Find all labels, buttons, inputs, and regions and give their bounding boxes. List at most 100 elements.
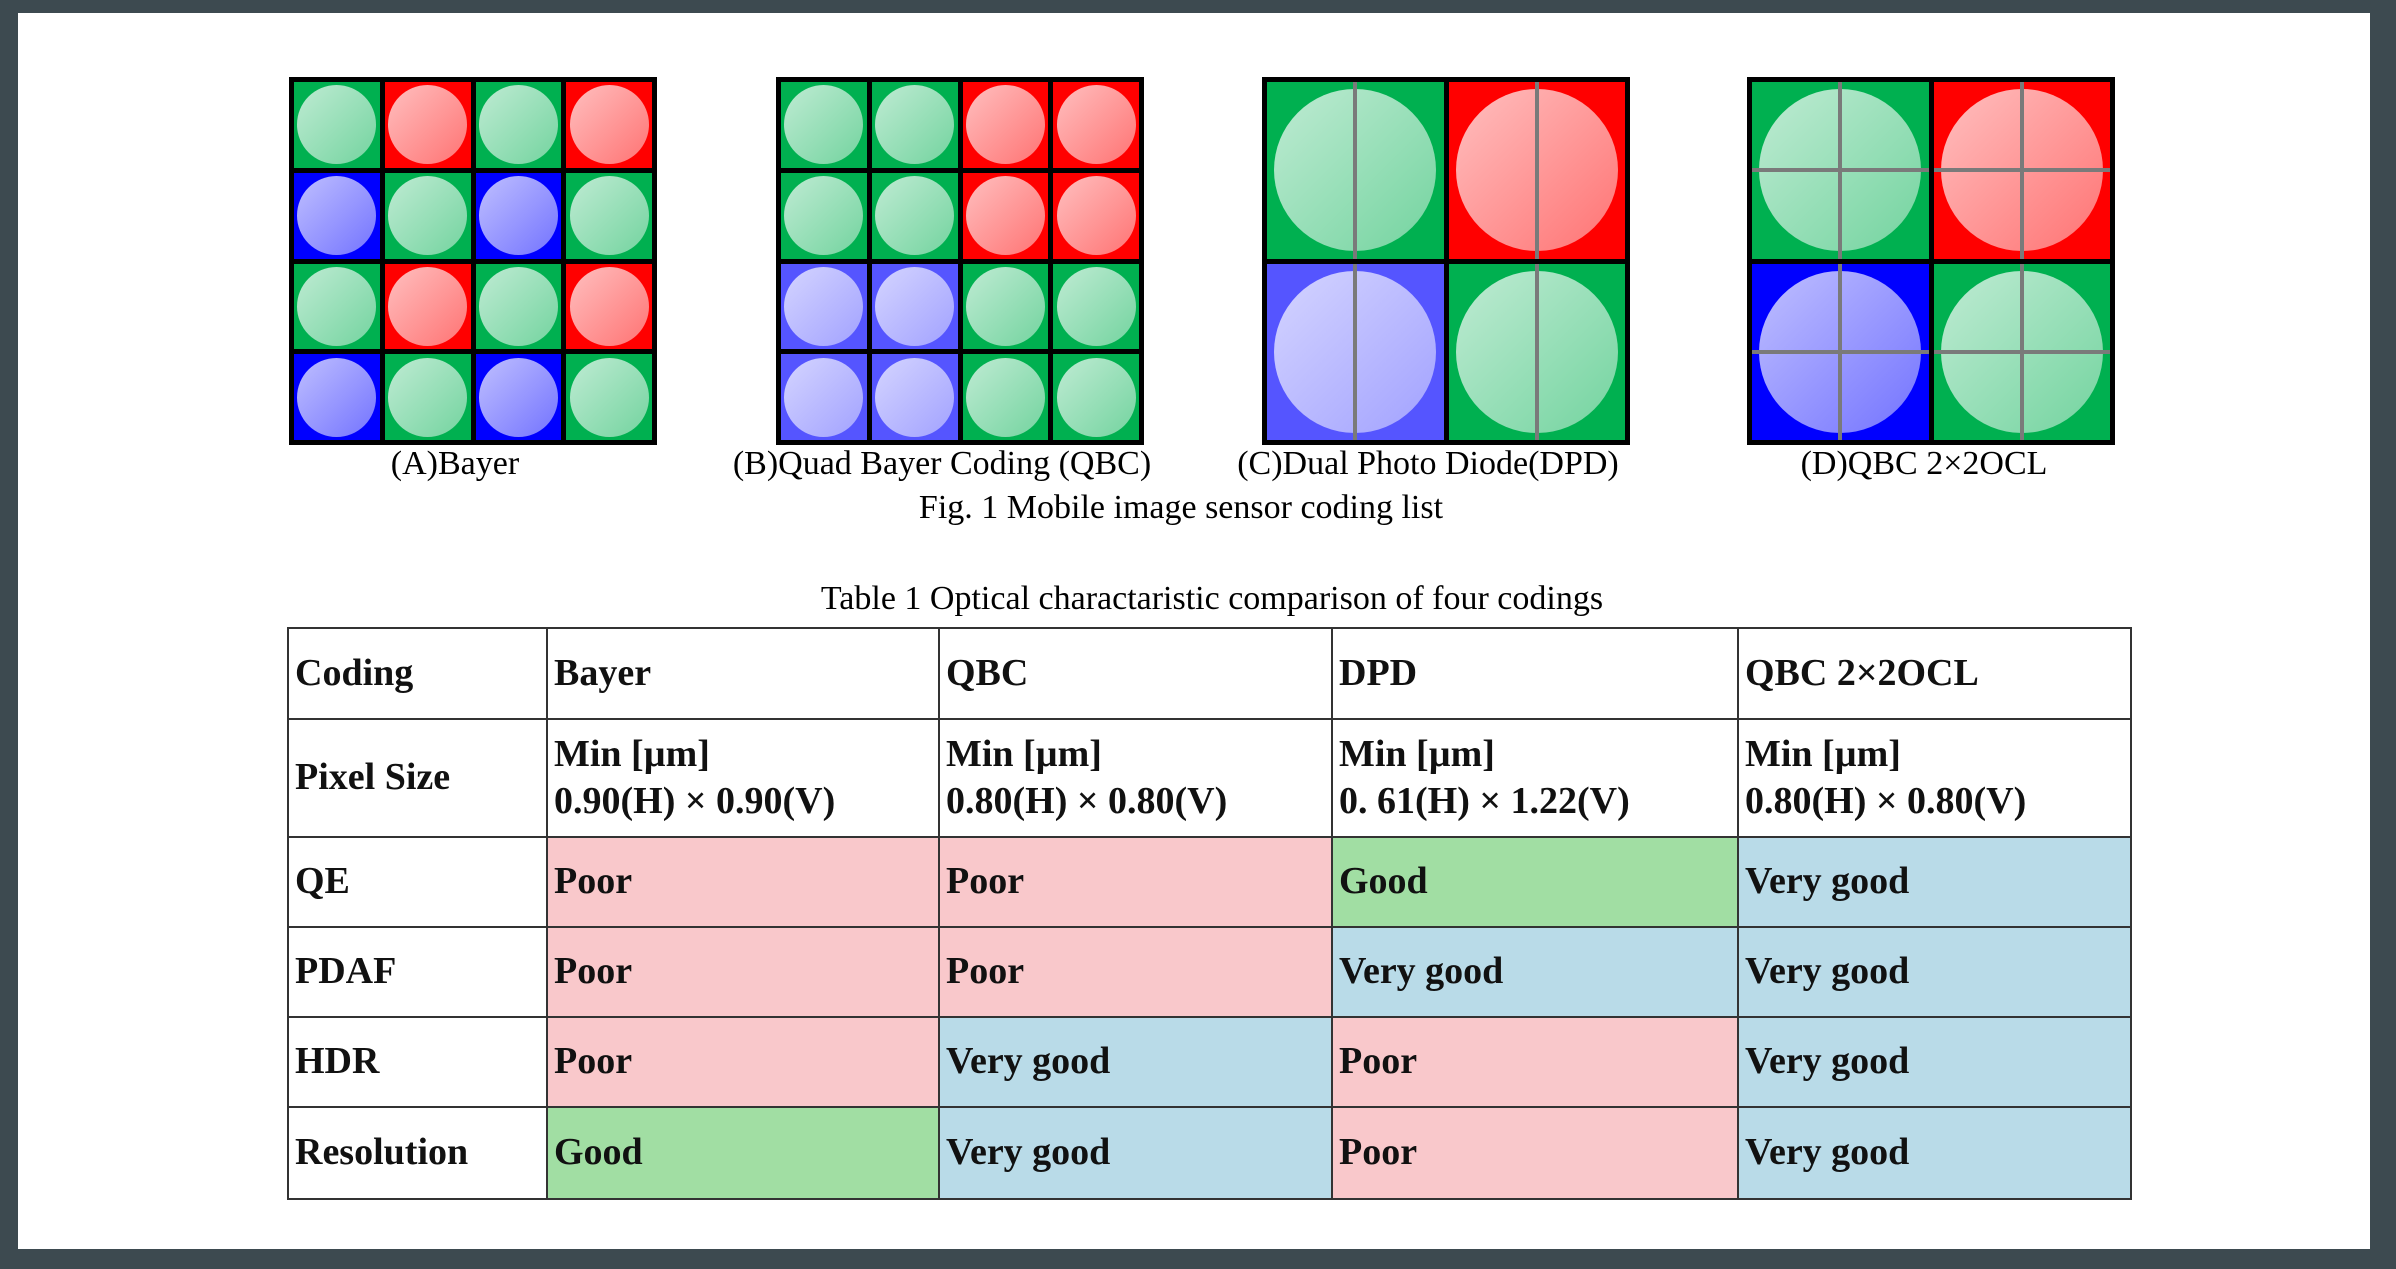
color-filter-pixel — [781, 82, 867, 168]
caption-bayer: (A)Bayer — [390, 445, 520, 482]
color-filter-pixel — [1053, 172, 1139, 259]
microlens — [569, 266, 649, 346]
color-filter-pixel — [475, 172, 562, 259]
row-label: Resolution — [287, 1106, 548, 1200]
microlens — [297, 266, 377, 346]
header-cell: Coding — [287, 627, 548, 720]
microlens — [784, 176, 864, 256]
color-filter-pixel — [1933, 263, 2110, 440]
color-filter-pixel — [294, 172, 380, 259]
pixel-size-value: 0.80(H) × 0.80(V) — [1745, 780, 2027, 822]
rating-cell: Poor — [546, 836, 940, 928]
rating-cell: Very good — [938, 1016, 1333, 1108]
microlens — [478, 176, 558, 256]
microlens — [569, 357, 649, 437]
rating-cell: Poor — [938, 926, 1333, 1018]
pixel-size-cell: Min [µm] 0.80(H) × 0.80(V) — [1737, 718, 2132, 838]
microlens — [965, 266, 1045, 346]
table-header-row: Coding Bayer QBC DPD QBC 2×2OCL — [287, 627, 2132, 720]
microlens — [784, 266, 864, 346]
rating-cell: Good — [1331, 836, 1739, 928]
microlens — [569, 85, 649, 165]
microlens — [569, 176, 649, 256]
microlens — [784, 357, 864, 437]
microlens — [297, 85, 377, 165]
figure-caption: Fig. 1 Mobile image sensor coding list — [918, 489, 1444, 526]
pixel-size-unit: Min [µm] — [1745, 732, 1901, 775]
photodiode-divider — [1353, 263, 1358, 440]
rating-cell: Very good — [1737, 926, 2132, 1018]
rating-cell: Good — [546, 1106, 940, 1200]
pixel-size-value: 0. 61(H) × 1.22(V) — [1339, 780, 1630, 822]
caption-qbc: (B)Quad Bayer Coding (QBC) — [732, 445, 1152, 482]
color-filter-pixel — [1752, 263, 1929, 440]
row-label: HDR — [287, 1016, 548, 1108]
rating-cell: Poor — [938, 836, 1333, 928]
microlens — [965, 85, 1045, 165]
dpd-pattern-diagram — [1262, 77, 1630, 445]
photodiode-divider — [1933, 349, 2110, 354]
photodiode-divider — [1353, 82, 1358, 259]
table-title: Table 1 Optical charactaristic compariso… — [820, 580, 1604, 617]
qbc-2x2ocl-pattern-diagram — [1747, 77, 2115, 445]
color-filter-pixel — [781, 172, 867, 259]
color-filter-pixel — [1933, 82, 2110, 259]
microlens — [1056, 266, 1136, 346]
color-filter-pixel — [1053, 354, 1139, 440]
microlens — [1056, 85, 1136, 165]
color-filter-pixel — [1752, 82, 1929, 259]
comparison-table: Coding Bayer QBC DPD QBC 2×2OCL Pixel Si… — [287, 627, 2132, 1200]
header-cell: DPD — [1331, 627, 1739, 720]
rating-cell: Poor — [546, 926, 940, 1018]
color-filter-pixel — [871, 354, 958, 440]
photodiode-divider — [1534, 82, 1539, 259]
microlens — [965, 176, 1045, 256]
header-cell: QBC 2×2OCL — [1737, 627, 2132, 720]
caption-qbc-2x2ocl: (D)QBC 2×2OCL — [1800, 445, 2048, 482]
microlens — [965, 357, 1045, 437]
row-label: Pixel Size — [287, 718, 548, 838]
microlens — [1056, 176, 1136, 256]
color-filter-pixel — [384, 172, 471, 259]
row-label: QE — [287, 836, 548, 928]
microlens — [875, 266, 955, 346]
table-row: HDR Poor Very good Poor Very good — [287, 1016, 2132, 1108]
microlens — [388, 266, 468, 346]
color-filter-pixel — [384, 82, 471, 168]
photodiode-divider — [1933, 168, 2110, 173]
pixel-size-unit: Min [µm] — [554, 732, 710, 775]
color-filter-pixel — [475, 263, 562, 350]
color-filter-pixel — [871, 82, 958, 168]
color-filter-pixel — [294, 354, 380, 440]
pixel-size-value: 0.80(H) × 0.80(V) — [946, 780, 1228, 822]
color-filter-pixel — [871, 263, 958, 350]
pixel-size-value: 0.90(H) × 0.90(V) — [554, 780, 836, 822]
pixel-size-unit: Min [µm] — [946, 732, 1102, 775]
color-filter-pixel — [294, 82, 380, 168]
color-filter-pixel — [475, 82, 562, 168]
pixel-size-cell: Min [µm] 0.80(H) × 0.80(V) — [938, 718, 1333, 838]
header-cell: QBC — [938, 627, 1333, 720]
microlens — [1056, 357, 1136, 437]
photodiode-divider — [1752, 168, 1929, 173]
rating-cell: Poor — [1331, 1106, 1739, 1200]
table-row: PDAF Poor Poor Very good Very good — [287, 926, 2132, 1018]
pixel-size-unit: Min [µm] — [1339, 732, 1495, 775]
rating-cell: Very good — [1737, 1016, 2132, 1108]
color-filter-pixel — [566, 172, 652, 259]
pixel-size-cell: Min [µm] 0.90(H) × 0.90(V) — [546, 718, 940, 838]
microlens — [784, 85, 864, 165]
color-filter-pixel — [566, 263, 652, 350]
bayer-pattern-diagram — [289, 77, 657, 445]
color-filter-pixel — [566, 354, 652, 440]
color-filter-pixel — [1448, 82, 1625, 259]
color-filter-pixel — [781, 263, 867, 350]
document-page: (A)Bayer (B)Quad Bayer Coding (QBC) (C)D… — [18, 13, 2370, 1249]
rating-cell: Very good — [1737, 1106, 2132, 1200]
microlens — [388, 176, 468, 256]
color-filter-pixel — [1267, 82, 1444, 259]
header-cell: Bayer — [546, 627, 940, 720]
table-row: QE Poor Poor Good Very good — [287, 836, 2132, 928]
microlens — [388, 357, 468, 437]
rating-cell: Very good — [1331, 926, 1739, 1018]
